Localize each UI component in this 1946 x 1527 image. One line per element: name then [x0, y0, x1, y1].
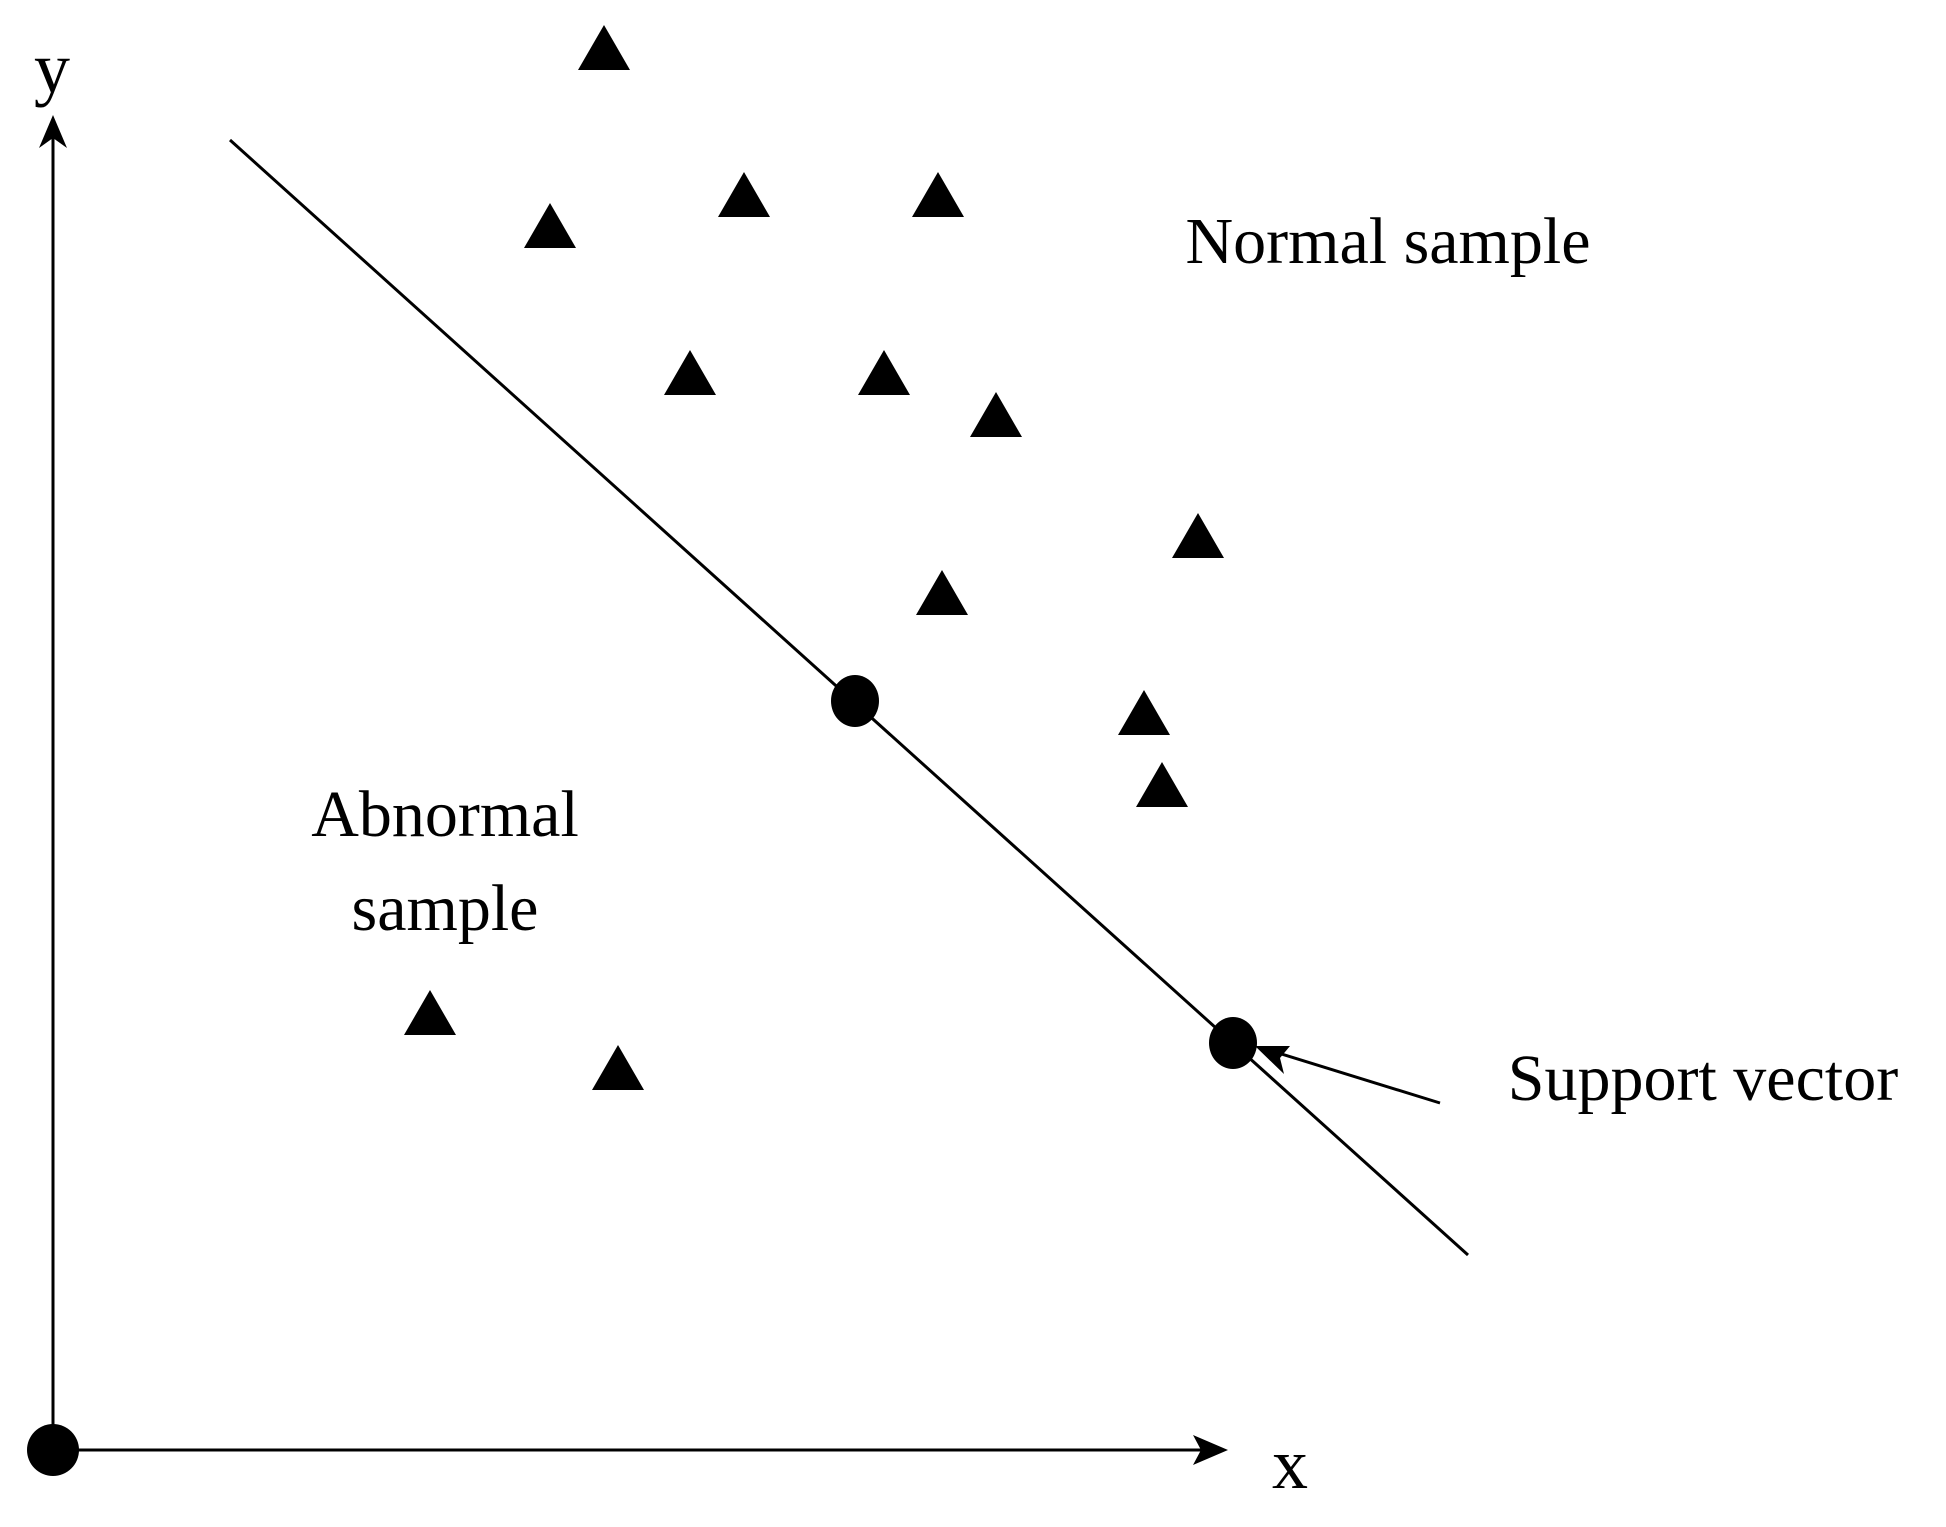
sample-triangle [578, 25, 630, 70]
support-vectors [831, 675, 1257, 1069]
support-vector-label: Support vector [1508, 1042, 1898, 1115]
support-vector-point [1209, 1017, 1257, 1069]
y-axis-label: y [34, 28, 70, 108]
sample-triangle [1172, 513, 1224, 558]
normal-sample-label: Normal sample [1185, 205, 1590, 278]
sample-triangle [912, 172, 964, 217]
sample-triangle [524, 203, 576, 248]
sample-triangle [916, 570, 968, 615]
abnormal-samples [404, 990, 644, 1090]
y-axis-arrowhead [39, 115, 67, 148]
sample-triangle [970, 392, 1022, 437]
sample-triangle [1118, 690, 1170, 735]
x-axis-label: x [1272, 1424, 1308, 1504]
support-vector-point [831, 675, 879, 727]
x-axis-arrowhead [1193, 1435, 1228, 1465]
abnormal-sample-label-line1: Abnormal [311, 778, 579, 851]
sample-triangle [858, 350, 910, 395]
sample-triangle [718, 172, 770, 217]
support-vector-pointer-arrowhead [1255, 1046, 1290, 1074]
sample-triangle [404, 990, 456, 1035]
sample-triangle [664, 350, 716, 395]
origin-point [27, 1424, 79, 1476]
abnormal-sample-label-line2: sample [352, 872, 539, 945]
sample-triangle [1136, 762, 1188, 807]
normal-samples [524, 25, 1224, 807]
support-vector-pointer [1261, 1046, 1441, 1105]
sample-triangle [592, 1045, 644, 1090]
